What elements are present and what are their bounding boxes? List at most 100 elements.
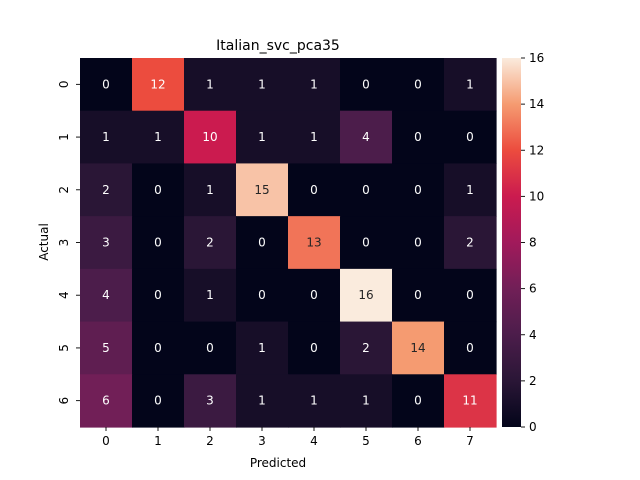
cell-value-label: 0 bbox=[362, 236, 370, 250]
heatmap-cell bbox=[236, 374, 289, 428]
cell-value-label: 0 bbox=[310, 288, 318, 302]
heatmap-cell bbox=[288, 163, 341, 217]
cell-value-label: 1 bbox=[206, 288, 214, 302]
heatmap-cell bbox=[340, 58, 393, 112]
cell-value-label: 2 bbox=[362, 341, 370, 355]
heatmap-cell bbox=[184, 216, 237, 270]
heatmap-cell bbox=[392, 216, 445, 270]
cell-value-label: 10 bbox=[202, 130, 217, 144]
heatmap-cell bbox=[288, 321, 341, 375]
heatmap-cell bbox=[444, 374, 497, 428]
y-tick-label: 2 bbox=[57, 186, 71, 194]
heatmap-cell bbox=[444, 163, 497, 217]
heatmap-cell bbox=[236, 58, 289, 112]
cell-value-label: 5 bbox=[102, 341, 110, 355]
y-tick-label: 0 bbox=[57, 81, 71, 89]
heatmap-cell bbox=[132, 374, 185, 428]
heatmap-cell bbox=[184, 268, 237, 323]
cell-value-label: 1 bbox=[154, 130, 162, 144]
colorbar-tick-label: 10 bbox=[529, 189, 544, 203]
heatmap-cell bbox=[444, 110, 497, 165]
cell-value-label: 1 bbox=[258, 130, 266, 144]
x-tick-label: 0 bbox=[102, 434, 110, 448]
cell-value-label: 0 bbox=[414, 236, 422, 250]
cell-value-label: 1 bbox=[362, 394, 370, 408]
y-tick-label: 5 bbox=[57, 344, 71, 352]
y-axis-ticks: 0 1 2 3 4 5 6 bbox=[57, 81, 80, 405]
cell-value-label: 4 bbox=[362, 130, 370, 144]
chart-title: Italian_svc_pca35 bbox=[216, 38, 340, 54]
cell-value-label: 0 bbox=[258, 236, 266, 250]
heatmap-cell bbox=[392, 163, 445, 217]
cell-value-label: 0 bbox=[466, 130, 474, 144]
cell-value-label: 0 bbox=[310, 183, 318, 197]
cell-value-label: 0 bbox=[154, 183, 162, 197]
heatmap-cell bbox=[392, 110, 445, 165]
cell-value-label: 1 bbox=[258, 341, 266, 355]
y-tick-label: 1 bbox=[57, 133, 71, 141]
cell-value-label: 0 bbox=[258, 288, 266, 302]
heatmap-cell bbox=[236, 268, 289, 323]
heatmap-cell bbox=[80, 268, 133, 323]
heatmap-cell bbox=[132, 216, 185, 270]
heatmap-cell bbox=[340, 374, 393, 428]
x-tick-label: 5 bbox=[362, 434, 370, 448]
heatmap-cell bbox=[340, 216, 393, 270]
cell-value-label: 0 bbox=[154, 394, 162, 408]
cell-value-label: 1 bbox=[466, 183, 474, 197]
cell-value-label: 2 bbox=[206, 236, 214, 250]
y-tick-label: 3 bbox=[57, 239, 71, 247]
cell-value-label: 14 bbox=[410, 341, 425, 355]
heatmap-cell bbox=[340, 163, 393, 217]
y-tick-label: 6 bbox=[57, 397, 71, 405]
cell-value-label: 1 bbox=[102, 130, 110, 144]
cell-value-label: 1 bbox=[310, 130, 318, 144]
cell-value-label: 1 bbox=[206, 77, 214, 91]
y-axis-label: Actual bbox=[37, 223, 51, 261]
x-tick-label: 1 bbox=[154, 434, 162, 448]
x-tick-label: 6 bbox=[414, 434, 422, 448]
heatmap-cell bbox=[340, 321, 393, 375]
cell-annotations: 0 12 1 1 1 0 0 11 1 10 1 1 4 0 02 0 1 15 0 0 0 13 0 2 0 13 0 0 24 0 1 0… bbox=[102, 77, 477, 407]
heatmap-cell bbox=[392, 321, 445, 375]
heatmap-cell bbox=[392, 268, 445, 323]
heatmap-cell bbox=[132, 110, 185, 165]
x-axis-label: Predicted bbox=[250, 456, 306, 470]
cell-value-label: 4 bbox=[102, 288, 110, 302]
colorbar bbox=[502, 58, 521, 427]
heatmap-cell bbox=[236, 163, 289, 217]
colorbar-tick-label: 4 bbox=[529, 328, 537, 342]
heatmap-cell bbox=[184, 163, 237, 217]
cell-value-label: 1 bbox=[310, 394, 318, 408]
heatmap-cell bbox=[236, 216, 289, 270]
x-tick-label: 7 bbox=[466, 434, 474, 448]
heatmap-cell bbox=[288, 58, 341, 112]
heatmap-cell bbox=[236, 110, 289, 165]
heatmap-cell bbox=[80, 374, 133, 428]
heatmap-cell bbox=[184, 58, 237, 112]
heatmap-cell bbox=[184, 110, 237, 165]
cell-value-label: 0 bbox=[154, 236, 162, 250]
cell-value-label: 1 bbox=[466, 77, 474, 91]
x-axis-ticks: 0 1 2 3 4 5 6 7 bbox=[102, 427, 474, 448]
heatmap-cell bbox=[80, 216, 133, 270]
heatmap-cell bbox=[340, 268, 393, 323]
cell-value-label: 0 bbox=[362, 183, 370, 197]
cell-value-label: 0 bbox=[414, 183, 422, 197]
heatmap-cell bbox=[132, 268, 185, 323]
heatmap-cell bbox=[288, 374, 341, 428]
heatmap-cell bbox=[236, 321, 289, 375]
heatmap-cell bbox=[288, 110, 341, 165]
cell-value-label: 0 bbox=[310, 341, 318, 355]
colorbar-tick-label: 14 bbox=[529, 97, 544, 111]
heatmap-cell bbox=[80, 163, 133, 217]
cell-value-label: 6 bbox=[102, 394, 110, 408]
cell-value-label: 2 bbox=[466, 236, 474, 250]
y-tick-label: 4 bbox=[57, 291, 71, 299]
cell-value-label: 1 bbox=[310, 77, 318, 91]
cell-value-label: 1 bbox=[206, 183, 214, 197]
cell-value-label: 2 bbox=[102, 183, 110, 197]
cell-value-label: 1 bbox=[258, 394, 266, 408]
heatmap-cell bbox=[80, 321, 133, 375]
